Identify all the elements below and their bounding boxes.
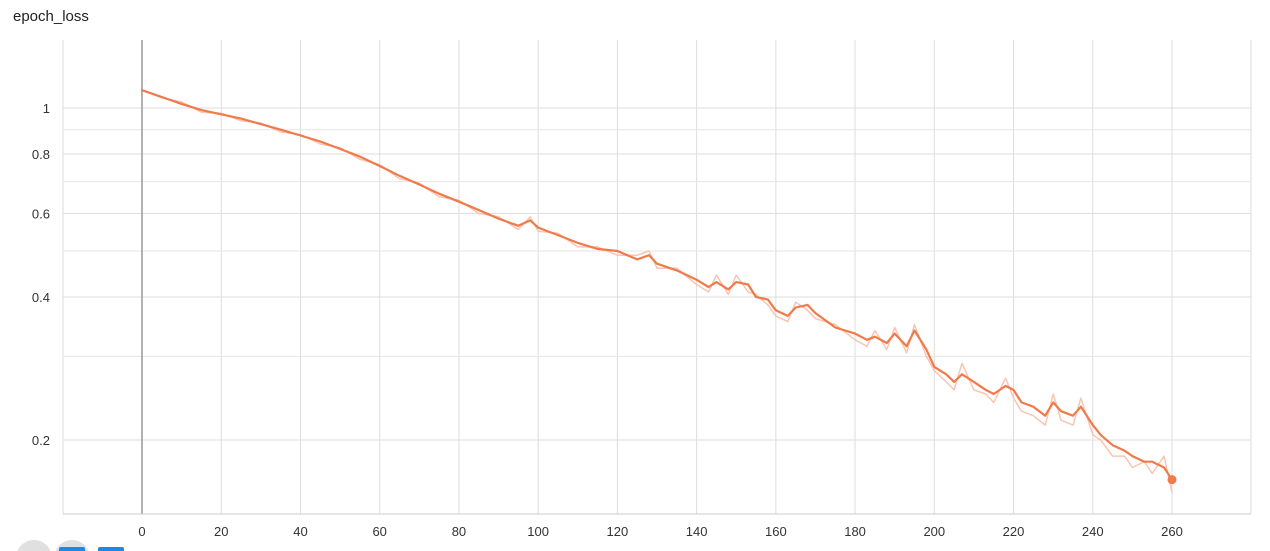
x-tick-label: 140 [686, 524, 708, 539]
chart-footer-controls [0, 540, 200, 551]
y-tick-label: 0.2 [32, 433, 50, 448]
x-tick-label: 160 [765, 524, 787, 539]
x-tick-label: 0 [138, 524, 145, 539]
y-tick-label: 0.8 [32, 147, 50, 162]
smoothed-loss-line [140, 89, 1174, 481]
x-tick-label: 260 [1161, 524, 1183, 539]
x-tick-label: 180 [844, 524, 866, 539]
x-tick-label: 40 [293, 524, 307, 539]
expand-icon[interactable] [59, 547, 85, 551]
raw-loss-line [141, 89, 1173, 494]
fit-domain-button[interactable] [16, 540, 52, 551]
x-tick-label: 80 [452, 524, 466, 539]
x-tick-label: 100 [527, 524, 549, 539]
chart-title: epoch_loss [13, 8, 89, 25]
x-tick-label: 200 [923, 524, 945, 539]
y-tick-label: 0.6 [32, 206, 50, 221]
y-tick-label: 0.4 [32, 290, 50, 305]
toggle-log-scale-button[interactable] [54, 540, 90, 551]
last-point-marker[interactable] [1167, 475, 1177, 485]
x-tick-label: 60 [372, 524, 386, 539]
x-tick-label: 20 [214, 524, 228, 539]
x-tick-label: 240 [1082, 524, 1104, 539]
x-tick-label: 220 [1003, 524, 1025, 539]
y-tick-label: 1 [43, 101, 50, 116]
x-tick-label: 120 [607, 524, 629, 539]
download-icon[interactable] [98, 547, 124, 551]
